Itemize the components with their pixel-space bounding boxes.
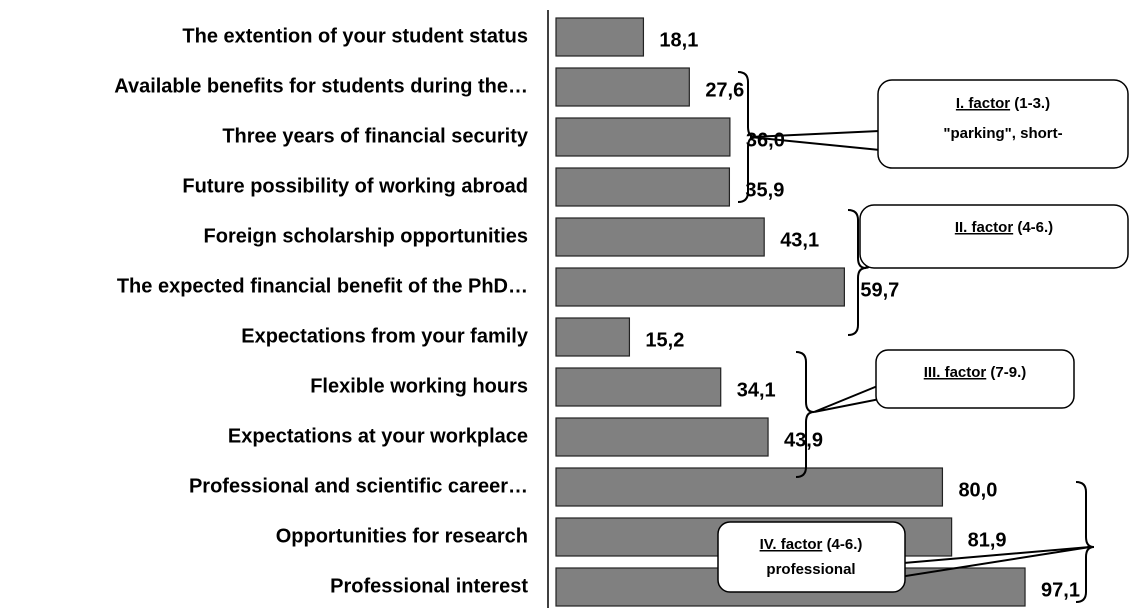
bar <box>555 117 731 157</box>
callout-label: III. factor <box>924 364 987 381</box>
y-tick-label: Professional interest <box>330 575 528 597</box>
bar <box>555 417 769 457</box>
y-tick-label: Flexible working hours <box>310 375 528 397</box>
bar <box>555 267 845 307</box>
data-label: 36,0 <box>746 129 785 151</box>
data-label: 35,9 <box>745 179 784 201</box>
callout-text: I. factor (1-3.) <box>956 95 1050 112</box>
y-tick-label: Available benefits for students during t… <box>114 75 528 97</box>
bar <box>555 217 765 257</box>
data-label: 27,6 <box>705 79 744 101</box>
callout-pointer <box>749 129 901 153</box>
data-label: 59,7 <box>860 279 899 301</box>
data-label: 15,2 <box>645 329 684 351</box>
callout-text: III. factor (7-9.) <box>924 364 1027 381</box>
data-label: 43,9 <box>784 429 823 451</box>
callout-pointer <box>879 546 1091 581</box>
callout-label: II. factor <box>955 219 1014 236</box>
callout-text: II. factor (4-6.) <box>955 219 1053 236</box>
y-tick-label: Expectations from your family <box>241 325 529 347</box>
y-tick-label: Future possibility of working abroad <box>182 175 528 197</box>
brace <box>1075 481 1095 603</box>
y-tick-label: Foreign scholarship opportunities <box>204 225 528 247</box>
brace <box>795 351 815 478</box>
y-tick-label: The extention of your student status <box>182 25 528 47</box>
bar <box>555 467 944 507</box>
y-tick-label: Professional and scientific career… <box>189 475 528 497</box>
data-label: 81,9 <box>968 529 1007 551</box>
data-label: 80,0 <box>958 479 997 501</box>
bar <box>555 17 645 57</box>
callout-range: (7-9.) <box>990 364 1026 381</box>
callout-box <box>875 349 1075 409</box>
data-label: 43,1 <box>780 229 819 251</box>
y-tick-label: Expectations at your workplace <box>228 425 528 447</box>
callout-box <box>877 79 1129 169</box>
callout-text: IV. factor (4-6.) <box>760 536 863 553</box>
callout-text: professional <box>766 561 855 578</box>
data-label: 97,1 <box>1041 579 1080 601</box>
callout-box <box>717 521 906 593</box>
bar <box>555 67 690 107</box>
callout-range: (4-6.) <box>1017 219 1053 236</box>
y-tick-label: Opportunities for research <box>276 525 528 547</box>
data-label: 34,1 <box>737 379 776 401</box>
data-label: 18,1 <box>659 29 698 51</box>
bar <box>555 317 631 357</box>
callout-label: IV. factor <box>760 536 823 553</box>
bar <box>555 367 722 407</box>
callout-box <box>859 204 1129 269</box>
y-tick-label: Three years of financial security <box>222 125 529 147</box>
callout-label: I. factor <box>956 95 1010 112</box>
callout-range: (4-6.) <box>827 536 863 553</box>
callout-range: (1-3.) <box>1014 95 1050 112</box>
y-tick-label: The expected financial benefit of the Ph… <box>117 275 528 297</box>
bar <box>555 167 731 207</box>
callout-text: "parking", short- <box>943 125 1062 142</box>
